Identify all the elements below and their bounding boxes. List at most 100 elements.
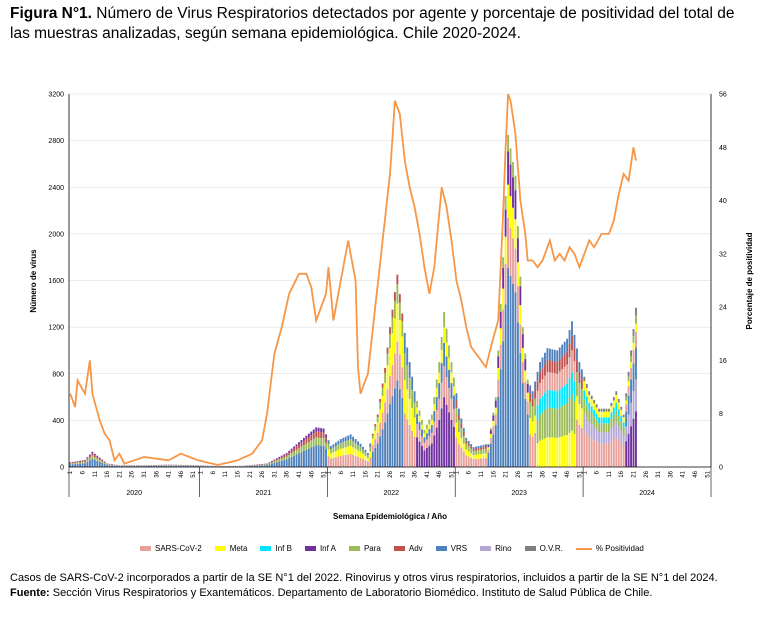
bar-segment bbox=[499, 369, 502, 467]
bar-segment bbox=[632, 418, 635, 467]
bar-segment bbox=[499, 344, 502, 370]
bar-segment bbox=[622, 417, 625, 423]
legend-label: Meta bbox=[229, 544, 248, 553]
bar-segment bbox=[472, 455, 475, 460]
bar-segment bbox=[413, 417, 416, 437]
bar-segment bbox=[423, 450, 426, 467]
bar-segment bbox=[312, 438, 315, 447]
bar-segment bbox=[612, 400, 615, 408]
bar-segment bbox=[620, 421, 623, 431]
bar-segment bbox=[536, 390, 539, 406]
bar-segment bbox=[625, 400, 628, 405]
bar-segment bbox=[315, 437, 318, 446]
y-tick-label: 400 bbox=[52, 418, 64, 425]
bar-segment bbox=[539, 398, 541, 415]
bar-segment bbox=[578, 372, 581, 384]
bar-segment bbox=[381, 412, 384, 430]
bar-segment bbox=[391, 396, 394, 467]
week-tick-label: 6 bbox=[595, 470, 601, 474]
bar-segment bbox=[519, 286, 522, 306]
bar-segment bbox=[81, 461, 84, 463]
legend-item: SARS-CoV-2 bbox=[140, 544, 202, 553]
bar-segment bbox=[484, 444, 487, 447]
bar-segment bbox=[566, 402, 569, 435]
bar-segment bbox=[521, 348, 524, 363]
bar-segment bbox=[435, 410, 438, 428]
bar-segment bbox=[406, 389, 409, 420]
bar-segment bbox=[524, 398, 527, 467]
bar-segment bbox=[507, 267, 510, 467]
y2-tick-label: 16 bbox=[719, 358, 727, 365]
bar-segment bbox=[362, 446, 364, 450]
legend-item: O.V.R. bbox=[524, 544, 563, 553]
bar-segment bbox=[502, 341, 505, 467]
bar-segment bbox=[551, 390, 554, 409]
bar-segment bbox=[445, 377, 448, 405]
bar-segment bbox=[630, 367, 632, 380]
bar-segment bbox=[546, 348, 549, 360]
bar-segment bbox=[563, 366, 566, 386]
bar-segment bbox=[315, 445, 318, 467]
bar-segment bbox=[603, 408, 605, 412]
bar-segment bbox=[457, 414, 460, 421]
bar-segment bbox=[484, 457, 487, 467]
bar-segment bbox=[536, 443, 539, 467]
bar-segment bbox=[556, 437, 559, 467]
bar-segment bbox=[489, 433, 492, 438]
bar-segment bbox=[315, 427, 318, 432]
bar-segment bbox=[492, 415, 495, 421]
bar-segment bbox=[595, 420, 598, 430]
bar-segment bbox=[524, 370, 527, 382]
bar-segment bbox=[529, 401, 532, 419]
bar-segment bbox=[593, 399, 596, 404]
bar-segment bbox=[342, 437, 345, 443]
bar-segment bbox=[325, 437, 327, 443]
bar-segment bbox=[317, 445, 320, 467]
bar-segment bbox=[448, 369, 450, 388]
bar-segment bbox=[603, 432, 605, 444]
bar-segment bbox=[379, 422, 382, 437]
bar-segment bbox=[111, 465, 113, 467]
bar-segment bbox=[74, 462, 77, 463]
bar-segment bbox=[472, 449, 475, 452]
bar-segment bbox=[386, 365, 389, 390]
bar-segment bbox=[423, 429, 426, 434]
legend-swatch bbox=[214, 546, 226, 551]
bar-segment bbox=[430, 432, 433, 444]
bar-segment bbox=[610, 402, 613, 407]
bar-segment bbox=[470, 457, 473, 467]
bar-segment bbox=[494, 407, 497, 415]
bar-segment bbox=[111, 464, 113, 466]
week-tick-label: 46 bbox=[565, 470, 571, 477]
bar-segment bbox=[371, 445, 374, 453]
bar-segment bbox=[541, 412, 544, 440]
bar-segment bbox=[588, 436, 591, 467]
bar-segment bbox=[364, 455, 367, 461]
bar-segment bbox=[536, 371, 539, 382]
week-tick-label: 26 bbox=[388, 470, 394, 477]
bar-segment bbox=[622, 435, 625, 447]
bar-segment bbox=[558, 359, 561, 372]
week-tick-label: 26 bbox=[130, 470, 136, 477]
bar-segment bbox=[553, 408, 556, 438]
bar-segment bbox=[396, 341, 399, 381]
bar-segment bbox=[381, 429, 384, 467]
bar-segment bbox=[524, 381, 527, 399]
bar-segment bbox=[322, 432, 325, 439]
bar-segment bbox=[384, 382, 387, 403]
bar-segment bbox=[71, 462, 74, 464]
bar-segment bbox=[369, 446, 372, 452]
week-tick-label: 6 bbox=[467, 470, 473, 474]
bar-segment bbox=[285, 459, 288, 467]
bar-segment bbox=[480, 454, 482, 459]
bar-segment bbox=[519, 352, 522, 467]
bar-segment bbox=[630, 356, 632, 363]
week-tick-label: 26 bbox=[644, 470, 650, 477]
bar-segment bbox=[583, 430, 586, 467]
bar-segment bbox=[512, 238, 514, 284]
bar-segment bbox=[521, 327, 524, 335]
bar-segment bbox=[327, 444, 330, 450]
week-tick-label: 11 bbox=[607, 470, 613, 477]
bar-segment bbox=[74, 464, 77, 467]
bar-segment bbox=[610, 412, 613, 419]
